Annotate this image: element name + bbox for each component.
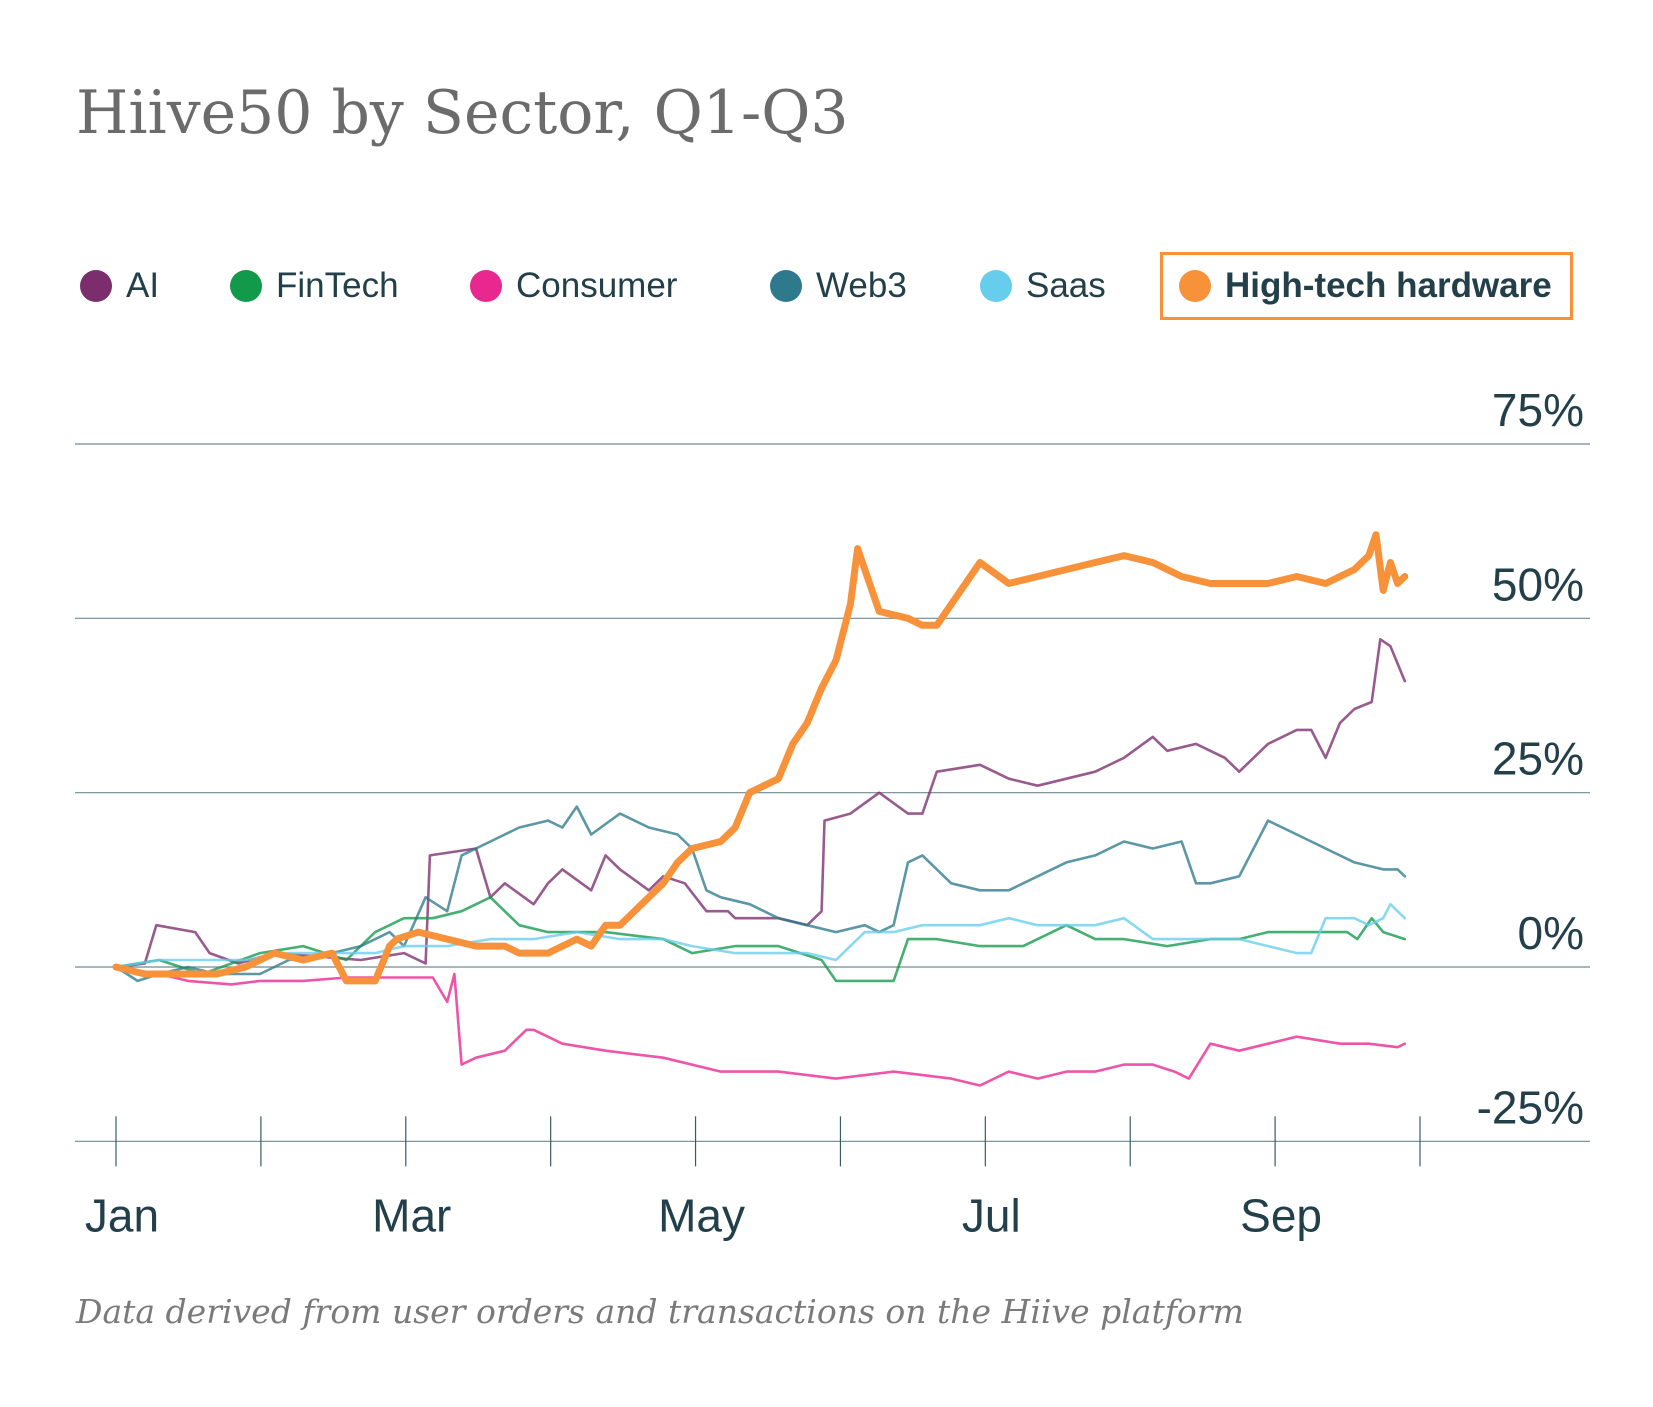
legend-label-ai: AI — [126, 266, 160, 305]
x-tick-label-3: Jul — [962, 1189, 1021, 1241]
chart-footnote: Data derived from user orders and transa… — [76, 1292, 1244, 1331]
legend-swatch-web3 — [770, 270, 802, 302]
line-chart: Jan Mar May Jul Sep 75% 50% 25% 0% -25% — [75, 384, 1590, 1241]
y-tick-label-3: 0% — [1518, 907, 1584, 959]
x-axis: Jan Mar May Jul Sep — [75, 1116, 1590, 1241]
legend-swatch-ai — [80, 270, 112, 302]
series-lines — [112, 531, 1409, 1087]
legend-label-fintech: FinTech — [276, 266, 399, 305]
series-line-ai — [114, 638, 1407, 969]
series-line-web3 — [114, 805, 1407, 983]
legend-item-high-tech-hardware[interactable]: High-tech hardware — [1160, 252, 1573, 320]
series-line-high-tech-hardware — [112, 531, 1409, 985]
y-tick-label-1: 50% — [1492, 558, 1584, 610]
y-tick-label-2: 25% — [1492, 733, 1584, 785]
series-line-consumer — [114, 965, 1407, 1087]
y-tick-label-4: -25% — [1477, 1081, 1584, 1133]
legend-label-consumer: Consumer — [516, 266, 678, 305]
legend-label-web3: Web3 — [816, 266, 907, 305]
legend-item-ai[interactable]: AI — [80, 252, 159, 320]
legend-swatch-saas — [980, 270, 1012, 302]
x-tick-label-1: Mar — [372, 1189, 451, 1241]
legend-item-consumer[interactable]: Consumer — [470, 252, 677, 320]
legend-item-saas[interactable]: Saas — [980, 252, 1106, 320]
x-tick-label-4: Sep — [1240, 1189, 1322, 1241]
y-tick-label-0: 75% — [1492, 384, 1584, 436]
legend-swatch-consumer — [470, 270, 502, 302]
x-tick-label-0: Jan — [85, 1189, 159, 1241]
legend-item-web3[interactable]: Web3 — [770, 252, 907, 320]
legend-label-saas: Saas — [1026, 266, 1106, 305]
series-line-saas — [114, 902, 1407, 969]
series-line-fintech — [114, 896, 1407, 983]
legend-item-fintech[interactable]: FinTech — [230, 252, 399, 320]
legend-label-high-tech-hardware: High-tech hardware — [1225, 266, 1552, 305]
gridlines — [75, 443, 1590, 968]
y-axis: 75% 50% 25% 0% -25% — [1477, 384, 1584, 1133]
chart-title: Hiive50 by Sector, Q1-Q3 — [76, 78, 849, 148]
x-tick-label-2: May — [658, 1189, 745, 1241]
legend: AI FinTech Consumer Web3 Saas High-tech hardw… — [80, 252, 1590, 320]
legend-swatch-fintech — [230, 270, 262, 302]
legend-swatch-high-tech-hardware — [1179, 270, 1211, 302]
